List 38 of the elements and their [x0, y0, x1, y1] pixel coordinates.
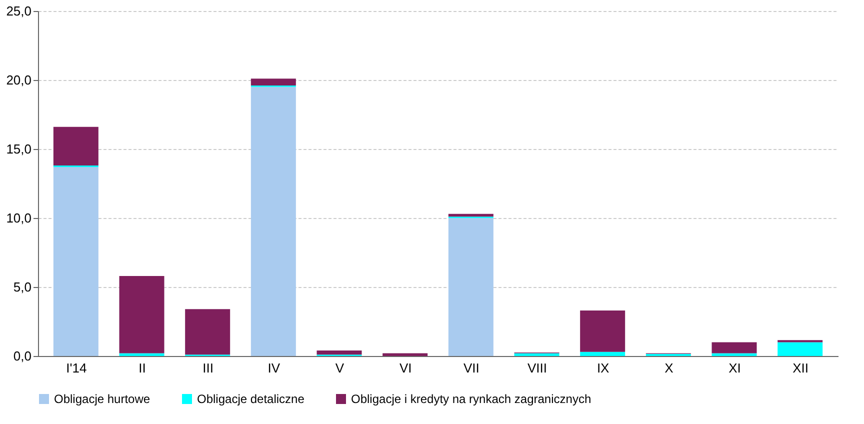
x-tick-label: I'14	[66, 360, 87, 376]
x-tick-label: X	[664, 360, 674, 376]
bar	[185, 309, 230, 355]
bar	[119, 276, 164, 354]
bar	[778, 342, 823, 356]
x-tick-label: VIII	[527, 360, 548, 376]
bar	[580, 310, 626, 352]
y-tick-label: 0,0	[13, 348, 32, 364]
x-tick-label: XII	[792, 360, 809, 376]
legend-label: Obligacje detaliczne	[197, 392, 305, 406]
x-tick-label: XI	[728, 360, 741, 376]
x-tick-label: III	[202, 360, 214, 376]
bar	[712, 342, 757, 354]
bar	[712, 353, 757, 356]
bar	[514, 353, 560, 356]
y-tick-label: 15,0	[6, 142, 32, 156]
y-tick-label: 20,0	[6, 72, 32, 88]
bar	[53, 126, 98, 166]
y-tick-label: 5,0	[13, 280, 32, 294]
bar	[316, 350, 362, 355]
x-tick-label: VII	[463, 360, 480, 376]
bar	[448, 214, 494, 217]
x-tick-label: IV	[268, 360, 280, 376]
bar	[448, 218, 494, 356]
x-tick-label: II	[138, 360, 146, 376]
legend-label: Obligacje hurtowe	[54, 392, 150, 406]
bar	[53, 166, 98, 356]
x-tick-label: V	[335, 360, 344, 376]
y-tick-label: 25,0	[6, 4, 32, 18]
bar	[250, 78, 296, 86]
x-tick-label: IX	[596, 360, 610, 376]
x-tick-label: VI	[399, 360, 412, 376]
legend-label: Obligacje i kredyty na rynkach zagranicznych	[351, 392, 592, 406]
y-tick-label: 10,0	[6, 210, 32, 226]
bar	[382, 353, 428, 356]
bar	[119, 353, 164, 356]
bar	[580, 352, 626, 356]
bar	[250, 86, 296, 356]
